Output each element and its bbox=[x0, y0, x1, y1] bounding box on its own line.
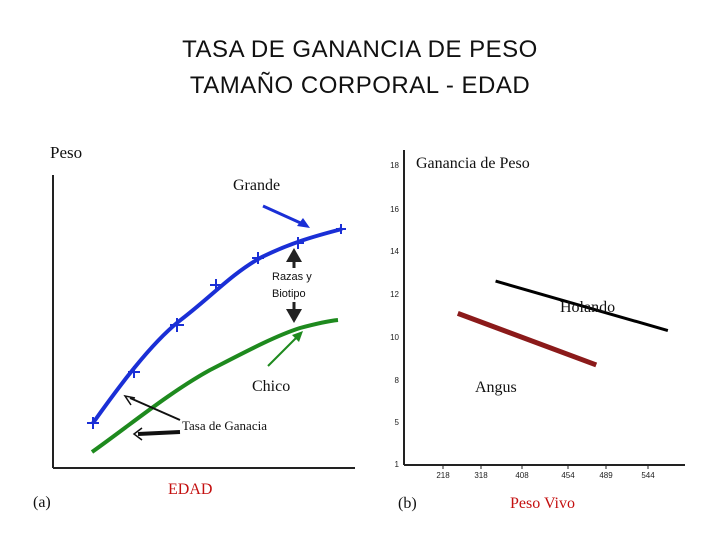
tasa-label: Tasa de Ganacia bbox=[182, 418, 267, 433]
razas-down-arrowhead bbox=[286, 309, 302, 323]
panel-b-y-tick-label: 12 bbox=[390, 290, 399, 299]
panel-b-x-tick-label: 544 bbox=[641, 471, 655, 480]
series-chico-line bbox=[90, 318, 339, 454]
chico-pointer-arrowhead bbox=[292, 331, 303, 342]
series-chico-label: Chico bbox=[252, 378, 290, 395]
panel-b-x-ticks: 218 318 408 454 489 544 bbox=[436, 465, 655, 480]
panel-b-marker: (b) bbox=[398, 495, 417, 512]
panel-b-series bbox=[456, 279, 669, 368]
panel-b-y-tick-label: 14 bbox=[390, 247, 399, 256]
grande-pointer-arrowhead bbox=[297, 218, 310, 228]
panel-b: Ganancia de Peso Peso Vivo (b) 1 5 8 10 12 14… bbox=[390, 150, 685, 512]
series-angus-line bbox=[456, 311, 598, 368]
panel-b-y-tick-label: 1 bbox=[395, 460, 400, 469]
panel-b-y-tick-label: 8 bbox=[395, 376, 400, 385]
panel-b-y-tick-label: 5 bbox=[395, 418, 400, 427]
tasa-arrowhead-lower bbox=[132, 427, 143, 441]
panel-b-x-tick-label: 408 bbox=[515, 471, 529, 480]
panel-b-x-label: Peso Vivo bbox=[510, 495, 575, 512]
tasa-arrow-lower bbox=[137, 430, 181, 436]
series-holando-line bbox=[495, 279, 669, 332]
razas-label-line2: Biotipo bbox=[272, 288, 306, 300]
series-angus-label: Angus bbox=[475, 379, 517, 396]
panel-b-y-tick-label: 18 bbox=[390, 161, 399, 170]
tasa-arrow-upper bbox=[129, 397, 181, 421]
panel-b-x-tick-label: 489 bbox=[599, 471, 613, 480]
panel-b-x-tick-label: 218 bbox=[436, 471, 450, 480]
slide-title-line-1: TASA DE GANANCIA DE PESO bbox=[182, 36, 538, 63]
panel-b-y-label: Ganancia de Peso bbox=[416, 155, 530, 172]
series-grande-label: Grande bbox=[233, 177, 280, 194]
tasa-arrowhead-upper bbox=[123, 394, 136, 406]
panel-b-y-tick-label: 10 bbox=[390, 333, 399, 342]
panel-a-y-label: Peso bbox=[50, 143, 82, 162]
panel-b-x-tick-label: 454 bbox=[561, 471, 575, 480]
panel-a-marker: (a) bbox=[33, 494, 51, 511]
grande-pointer-arrow bbox=[262, 204, 306, 227]
slide-title-line-2: TAMAÑO CORPORAL - EDAD bbox=[189, 72, 531, 99]
panel-b-y-ticks: 1 5 8 10 12 14 16 18 bbox=[390, 161, 399, 469]
chico-pointer-arrow bbox=[267, 333, 301, 367]
series-holando-label: Holando bbox=[560, 299, 615, 316]
razas-label-line1: Razas y bbox=[272, 271, 312, 283]
razas-up-arrowhead bbox=[286, 248, 302, 262]
panel-b-y-tick-label: 16 bbox=[390, 205, 399, 214]
series-grande-markers bbox=[87, 224, 346, 429]
panel-a-x-label: EDAD bbox=[168, 481, 212, 498]
panel-a: Peso EDAD (a) Grande Chico Razas y Bioti… bbox=[33, 143, 355, 511]
panel-b-x-tick-label: 318 bbox=[474, 471, 488, 480]
